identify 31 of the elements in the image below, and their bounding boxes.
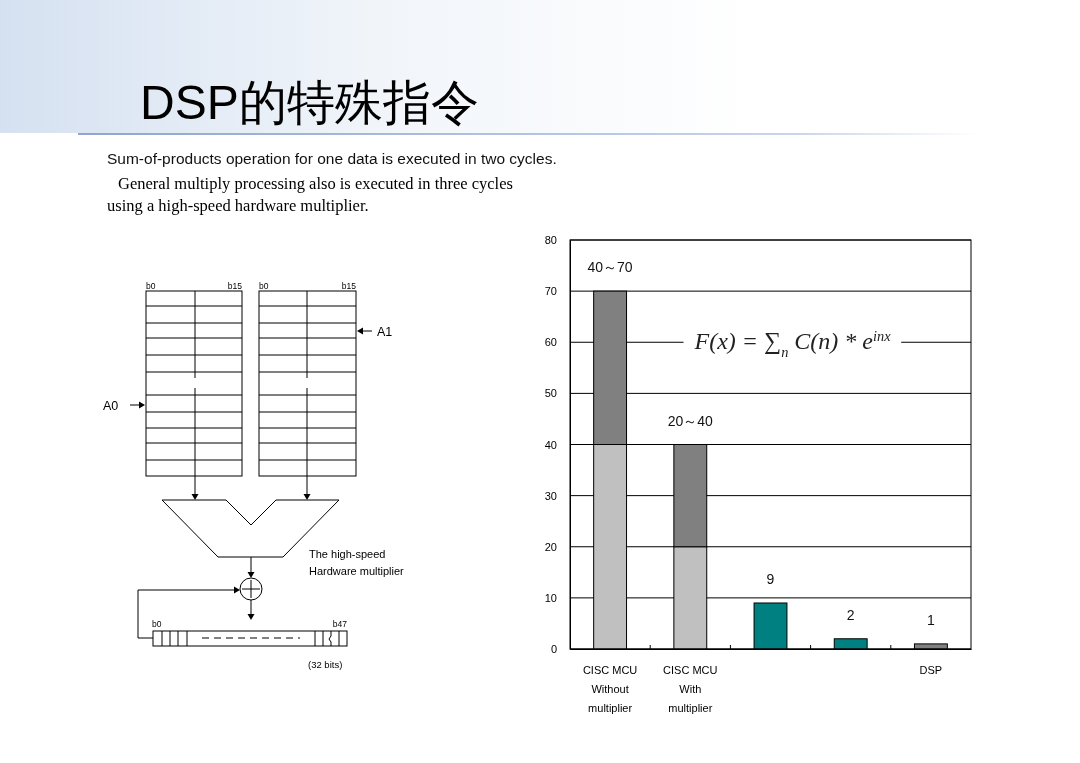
x-tick-label: CISC MCU With multiplier — [663, 664, 718, 714]
text: General multiply processing also is executed in three cycles using a high-speed hardware multiplier. — [107, 174, 513, 215]
text: b0 — [152, 619, 162, 629]
y-tick-label: 80 — [544, 234, 557, 247]
text: The high-speed Hardware multiplier — [309, 548, 405, 577]
text: b0 — [259, 281, 269, 291]
total-label: 20～40 — [667, 412, 714, 429]
y-tick-label: 50 — [544, 387, 557, 400]
text: A1 — [377, 325, 393, 339]
total-label: 40～70 — [587, 259, 633, 276]
y-tick-label: 30 — [544, 489, 557, 502]
y-tick-label: 40 — [544, 438, 557, 451]
x-tick-label: CISC MCU Without multiplier — [582, 664, 638, 714]
text: DSP的特殊指令 — [140, 76, 479, 129]
y-tick-label: 10 — [544, 591, 557, 604]
text: b47 — [332, 619, 348, 629]
total-label: 9 — [766, 570, 775, 587]
y-tick-label: 0 — [550, 643, 557, 656]
y-tick-label: 20 — [544, 540, 557, 553]
total-label: 2 — [846, 606, 855, 623]
text: (32 bits) — [308, 659, 343, 670]
text: b15 — [227, 281, 243, 291]
x-tick-label: DSP — [919, 664, 943, 676]
text: Sum-of-products operation for one data is executed in two cycles. — [107, 150, 557, 167]
text: b15 — [341, 281, 357, 291]
total-label: 1 — [927, 611, 935, 628]
text: A0 — [103, 399, 119, 413]
y-tick-label: 70 — [544, 285, 557, 298]
text: b0 — [146, 281, 156, 291]
annotation: F(x) = ∑$_{n}$ C(n) * e$^{inx}$ — [693, 328, 892, 361]
y-tick-label: 60 — [544, 336, 557, 349]
